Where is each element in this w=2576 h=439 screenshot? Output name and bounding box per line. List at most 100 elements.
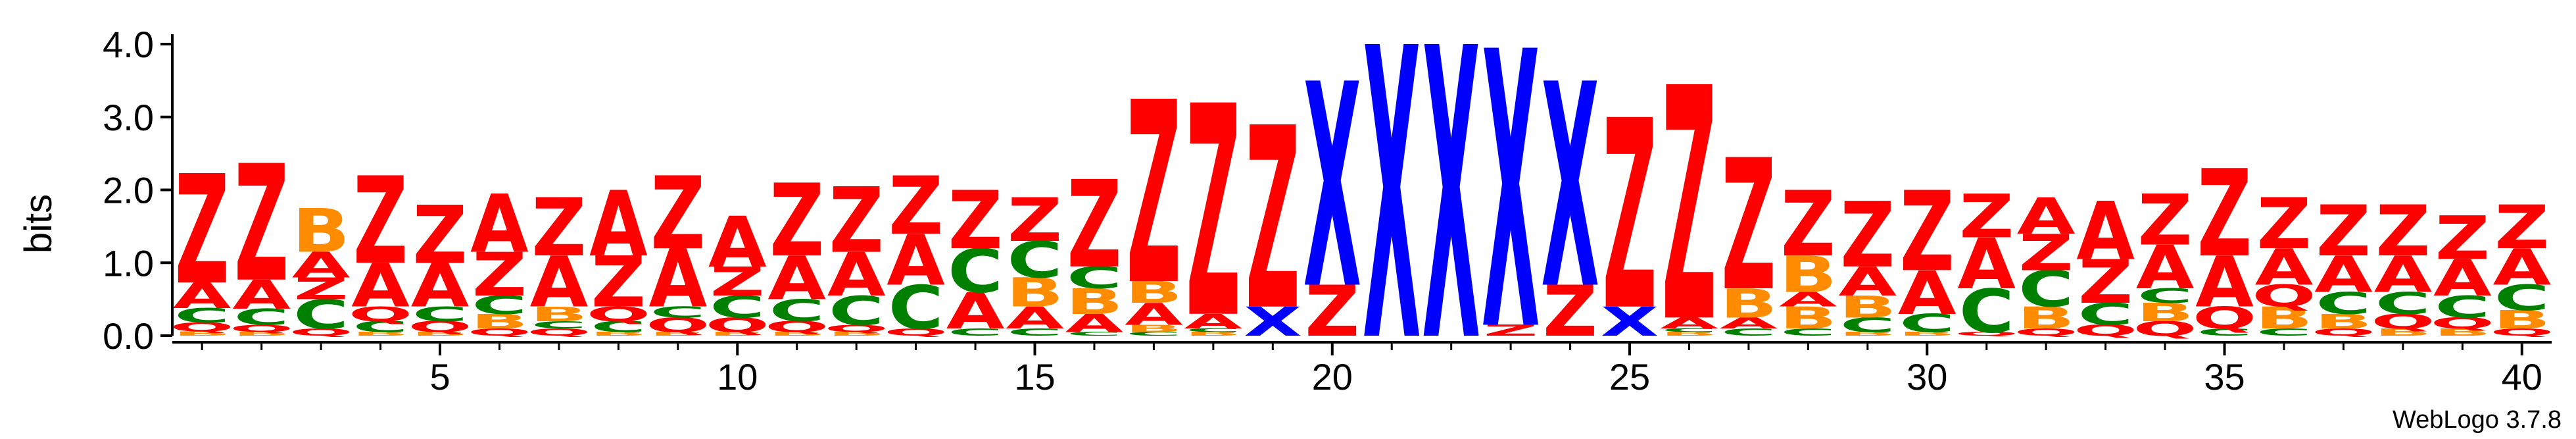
logo-letter-Z: Z: [769, 163, 824, 279]
logo-letter-C: C: [531, 319, 587, 331]
logo-letter-A: A: [173, 276, 231, 317]
logo-letter-Z: Z: [353, 151, 408, 291]
logo-letter-X: X: [1541, 26, 1599, 351]
logo-letter-B: B: [1780, 245, 1837, 303]
logo-letter-Z: Z: [1662, 21, 1716, 394]
logo-letter-A: A: [530, 242, 589, 324]
logo-letter-X: X: [1422, 0, 1480, 431]
logo-letter-Z: Z: [234, 132, 289, 318]
logo-letter-X: X: [1363, 0, 1421, 431]
x-tick-label: 35: [2204, 356, 2245, 398]
logo-letter-A: A: [1184, 310, 1243, 334]
logo-letter-Q: Q: [2371, 310, 2435, 334]
logo-letter-Q: Q: [2252, 278, 2316, 313]
logo-letter-Q: Q: [825, 323, 888, 335]
logo-letter-A: A: [2314, 245, 2373, 303]
logo-letter-C: C: [1721, 326, 1776, 338]
logo-letter-A: A: [827, 240, 886, 310]
logo-letter-C: C: [1186, 328, 1241, 334]
logo-letter-C: C: [650, 303, 706, 321]
logo-letter-B: B: [2434, 326, 2491, 338]
logo-letter-B: B: [828, 331, 885, 337]
logo-letter-B: B: [233, 331, 290, 337]
logo-letter-A: A: [1898, 259, 1956, 328]
logo-letter-C: C: [829, 288, 884, 334]
x-axis: 5 10 15 20 25 30 35 40: [172, 341, 2552, 398]
logo-letter-A: A: [2492, 238, 2551, 296]
logo-letter-Z: Z: [2138, 180, 2193, 261]
logo-letter-C: C: [1126, 331, 1181, 337]
logo-letter-C: C: [1959, 277, 2014, 347]
logo-letter-Z: Z: [1127, 50, 1181, 340]
y-axis-label: bits: [17, 194, 60, 253]
logo-letter-Q: Q: [706, 313, 769, 337]
logo-letter-Q: Q: [587, 303, 650, 326]
logo-letter-Z: Z: [1840, 183, 1895, 288]
logo-letter-Z: Z: [1305, 271, 1359, 353]
logo-letter-C: C: [353, 318, 408, 336]
logo-letter-Z: Z: [888, 159, 943, 253]
logo-letter-B: B: [352, 331, 409, 337]
logo-letter-A: A: [2017, 188, 2076, 245]
logo-letter-Z: Z: [1721, 122, 1776, 331]
logo-letter-B: B: [1184, 331, 1242, 337]
logo-letter-Z: Z: [591, 242, 646, 324]
logo-letter-A: A: [411, 251, 470, 321]
logo-letter-Q: Q: [289, 326, 352, 338]
logo-column-23: ZX: [1482, 0, 1540, 415]
logo-letter-C: C: [234, 304, 289, 330]
logo-letter-Z: Z: [472, 240, 527, 310]
logo-letter-X: X: [1482, 0, 1540, 415]
logo-letter-B: B: [1839, 331, 1896, 337]
logo-letter-A: A: [2255, 238, 2314, 296]
logo-letter-Q: Q: [527, 326, 591, 338]
logo-letter-C: C: [2494, 278, 2550, 319]
y-tick-label: 0.0: [103, 315, 154, 357]
logo-letter-B: B: [411, 331, 468, 337]
logo-letter-Z: Z: [2375, 191, 2430, 272]
logo-letter-B: B: [2255, 301, 2312, 336]
x-tick-label: 30: [1907, 356, 1947, 398]
logo-stacks: BQCAZBQCAZQCZABBCQAZBQCAZQBCZAQCBAZBCQZA…: [170, 0, 2554, 431]
logo-letter-Z: Z: [2494, 193, 2549, 263]
logo-column-22: X: [1422, 0, 1480, 431]
logo-letter-C: C: [412, 303, 468, 326]
logo-letter-B: B: [471, 310, 528, 334]
logo-letter-C: C: [2256, 326, 2312, 338]
logo-letter-A: A: [2374, 245, 2433, 303]
logo-letter-A: A: [708, 202, 767, 284]
logo-letter-Q: Q: [170, 321, 234, 334]
weblogo-credit: WebLogo 3.7.8: [2393, 406, 2562, 434]
logo-column-21: X: [1363, 0, 1421, 431]
logo-letter-A: A: [1779, 288, 1837, 311]
logo-letter-Z: Z: [294, 271, 349, 306]
x-tick-label: 40: [2502, 356, 2542, 398]
logo-letter-B: B: [1839, 290, 1896, 324]
logo-letter-A: A: [1839, 259, 1897, 305]
logo-letter-C: C: [2078, 297, 2133, 332]
logo-letter-B: B: [709, 331, 766, 337]
logo-letter-C: C: [1661, 328, 1716, 334]
logo-letter-Z: Z: [1543, 271, 1597, 353]
x-tick-label: 15: [1014, 356, 1055, 398]
logo-letter-C: C: [1008, 231, 1063, 289]
logo-letter-B: B: [1125, 275, 1182, 310]
logo-letter-A: A: [1720, 315, 1778, 332]
logo-letter-X: X: [1303, 26, 1361, 351]
logo-letter-C: C: [1067, 331, 1122, 337]
logo-letter-Q: Q: [765, 318, 829, 336]
logo-letter-B: B: [768, 331, 825, 337]
